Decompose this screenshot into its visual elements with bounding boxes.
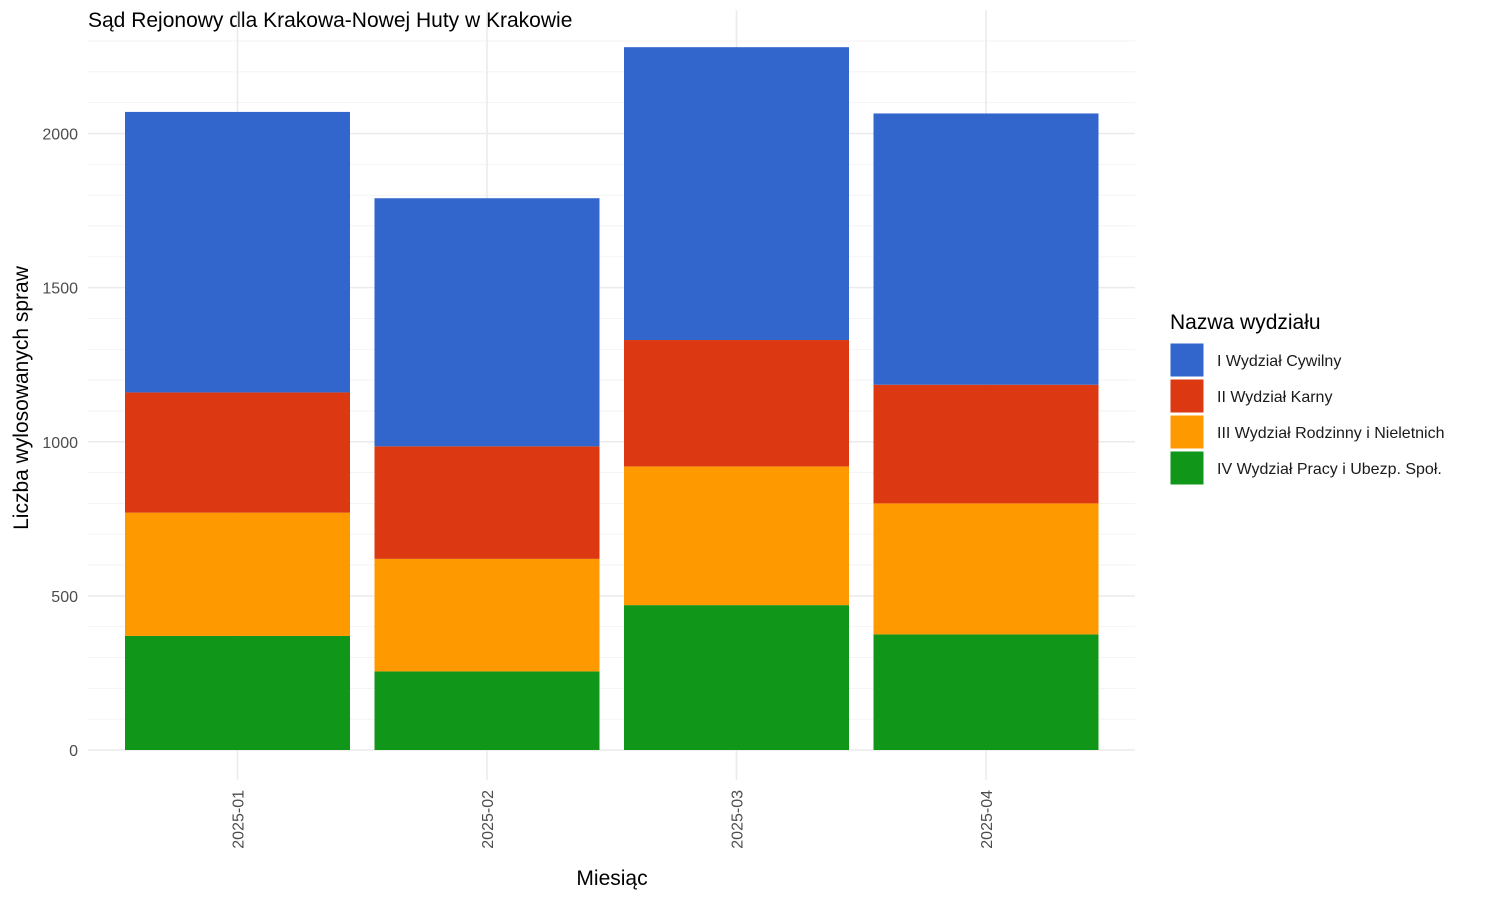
legend-swatch [1169, 414, 1205, 450]
y-tick-label: 2000 [42, 127, 78, 144]
bar-segment [873, 384, 1099, 504]
x-tick-label: 2025-03 [730, 790, 747, 849]
legend-label: II Wydział Karny [1217, 389, 1332, 406]
legend-swatch [1169, 450, 1205, 486]
legend-title: Nazwa wydziału [1170, 311, 1321, 334]
bar-segment [125, 111, 350, 393]
bar-segment [125, 512, 350, 636]
bar-segment [624, 605, 849, 750]
legend-label: IV Wydział Pracy i Ubezp. Społ. [1217, 461, 1442, 478]
bar-segment [873, 503, 1099, 635]
bars [125, 47, 1099, 750]
legend-label: III Wydział Rodzinny i Nieletnich [1217, 425, 1445, 442]
y-axis-ticks: 0 500 1000 1500 2000 [42, 127, 78, 761]
bar-segment [374, 198, 600, 447]
bar-segment [624, 340, 849, 467]
bar-segment [624, 466, 849, 606]
bar-segment [125, 635, 350, 750]
bar-segment [374, 558, 600, 672]
x-axis-ticks: 2025-01 2025-02 2025-03 2025-04 [231, 790, 997, 849]
y-tick-label: 1000 [42, 435, 78, 452]
bar-segment [125, 392, 350, 513]
x-tick-label: 2025-02 [480, 790, 497, 849]
bar-segment [873, 113, 1099, 385]
y-tick-label: 0 [69, 743, 78, 760]
legend-swatch [1169, 342, 1205, 378]
bar-segment [873, 634, 1099, 750]
legend-label: I Wydział Cywilny [1217, 353, 1341, 370]
y-axis-title: Liczba wylosowanych spraw [10, 265, 33, 530]
x-tick-label: 2025-01 [231, 790, 248, 849]
bar-segment [624, 47, 849, 341]
y-tick-label: 1500 [42, 281, 78, 298]
bar-segment [374, 446, 600, 559]
x-axis-title: Miesiąc [576, 867, 647, 890]
y-tick-label: 500 [51, 589, 78, 606]
x-tick-label: 2025-04 [979, 790, 996, 849]
chart-title: Sąd Rejonowy dla Krakowa-Nowej Huty w Kr… [88, 9, 572, 32]
legend-swatch [1169, 378, 1205, 414]
legend-items: I Wydział Cywilny II Wydział Karny III Wyd… [1169, 342, 1445, 486]
bar-segment [374, 671, 600, 750]
legend: Nazwa wydziału I Wydział Cywilny II Wydzi… [1169, 311, 1445, 486]
